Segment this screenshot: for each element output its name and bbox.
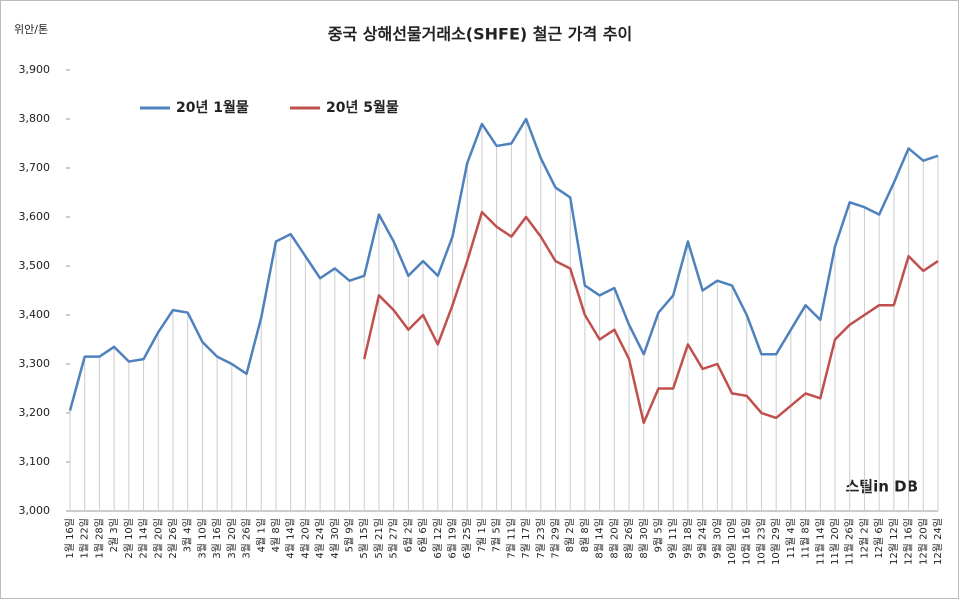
y-tick-label: 3,600 [19,210,51,223]
x-tick-label: 4월 24일 [314,518,326,559]
x-tick-label: 2월 3일 [108,518,120,552]
x-tick-label: 3월 26일 [241,518,253,559]
y-tick-label: 3,900 [19,63,51,76]
x-tick-label: 12월 12일 [888,518,900,565]
watermark: 스틸in DB [845,478,918,496]
y-tick-label: 3,500 [19,259,51,272]
x-tick-label: 12월 24일 [932,518,944,565]
x-tick-label: 2월 10일 [123,518,135,559]
x-tick-label: 9월 30일 [711,518,723,559]
x-tick-label: 3월 16일 [211,518,223,559]
x-tick-label: 4월 20일 [299,518,311,559]
x-tick-label: 7월 11일 [505,518,517,559]
x-tick-label: 1월 28일 [93,518,105,559]
x-tick-label: 8월 8일 [579,518,591,552]
x-tick-label: 6월 6일 [417,518,429,552]
x-tick-label: 7월 5일 [491,518,503,552]
x-tick-label: 4월 30일 [329,518,341,559]
x-tick-label: 11월 14일 [814,518,826,565]
y-tick-label: 3,300 [19,357,51,370]
chart-title: 중국 상해선물거래소(SHFE) 철근 가격 추이 [328,25,632,44]
x-tick-label: 9월 5일 [652,518,664,552]
legend-label: 20년 1월물 [176,99,249,116]
x-tick-label: 6월 12일 [432,518,444,559]
x-tick-label: 6월 25일 [461,518,473,559]
x-tick-label: 1월 16일 [64,518,76,559]
y-tick-label: 3,100 [19,455,51,468]
x-tick-label: 9월 11일 [667,518,679,559]
x-tick-label: 11월 26일 [844,518,856,565]
x-tick-label: 4월 14일 [285,518,297,559]
x-tick-label: 12월 6일 [873,518,885,559]
x-tick-label: 8월 14일 [594,518,606,559]
x-tick-label: 7월 29일 [549,518,561,559]
x-tick-label: 4월 1일 [255,518,267,552]
x-tick-label: 6월 19일 [447,518,459,559]
x-tick-label: 10월 16일 [741,518,753,565]
x-tick-label: 3월 10일 [196,518,208,559]
x-tick-label: 7월 23일 [535,518,547,559]
legend-label: 20년 5월물 [326,99,399,116]
y-axis-label: 위안/톤 [14,23,48,36]
x-tick-label: 9월 18일 [682,518,694,559]
x-tick-label: 11월 8일 [800,518,812,559]
series-line [363,210,939,425]
y-tick-label: 3,800 [19,112,51,125]
y-tick-label: 3,400 [19,308,51,321]
x-tick-label: 2월 20일 [152,518,164,559]
x-tick-label: 10월 23일 [755,518,767,565]
x-tick-label: 7월 17일 [520,518,532,559]
x-tick-label: 2월 26일 [167,518,179,559]
x-tick-label: 8월 30일 [638,518,650,559]
x-tick-label: 5월 9일 [344,518,356,552]
x-tick-label: 5월 27일 [388,518,400,559]
x-tick-label: 9월 24일 [697,518,709,559]
x-tick-label: 4월 8일 [270,518,282,552]
x-tick-label: 1월 22일 [79,518,91,559]
x-tick-label: 8월 26일 [623,518,635,559]
x-tick-label: 12월 16일 [903,518,915,565]
x-tick-label: 10월 29일 [770,518,782,565]
y-tick-label: 3,000 [19,504,51,517]
x-tick-label: 12월 2일 [858,518,870,559]
series-line [68,117,939,411]
x-tick-label: 5월 21일 [373,518,385,559]
x-tick-label: 11월 20일 [829,518,841,565]
x-tick-label: 7월 1일 [476,518,488,552]
x-tick-label: 8월 20일 [608,518,620,559]
x-tick-label: 3월 20일 [226,518,238,559]
x-tick-label: 8월 2일 [564,518,576,552]
x-tick-label: 11월 4일 [785,518,797,559]
x-tick-label: 2월 14일 [138,518,150,559]
x-tick-label: 6월 2일 [402,518,414,552]
x-tick-label: 10월 10일 [726,518,738,565]
x-tick-label: 3월 4일 [182,518,194,552]
x-tick-label: 5월 15일 [358,518,370,559]
x-tick-label: 12월 20일 [917,518,929,565]
y-tick-label: 3,700 [19,161,51,174]
y-tick-label: 3,200 [19,406,51,419]
